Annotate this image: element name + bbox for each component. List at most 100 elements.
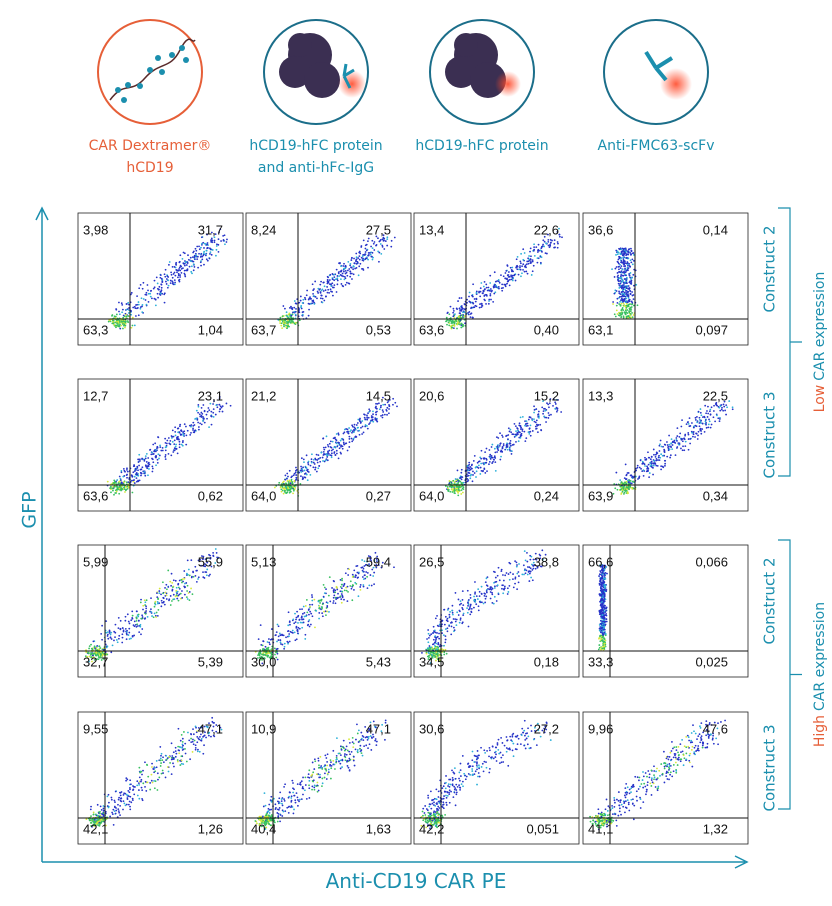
event-dot (509, 447, 511, 449)
event-dot (177, 431, 179, 433)
event-dot (443, 609, 445, 611)
event-dot (497, 584, 499, 586)
event-dot (446, 619, 448, 621)
event-dot (664, 451, 666, 453)
event-dot (168, 264, 170, 266)
event-dot (626, 487, 628, 489)
event-dot (628, 472, 630, 474)
quadrant-percent: 0,24 (534, 488, 559, 503)
event-dot (433, 639, 435, 641)
event-dot (301, 627, 303, 629)
event-dot (323, 596, 325, 598)
event-dot (483, 463, 485, 465)
event-dot (311, 604, 313, 606)
event-dot (458, 315, 460, 317)
event-dot (681, 419, 683, 421)
event-dot (148, 468, 150, 470)
event-dot (294, 613, 296, 615)
event-dot (699, 419, 701, 421)
event-dot (360, 589, 362, 591)
event-dot (160, 450, 162, 452)
event-dot (321, 599, 323, 601)
event-dot (93, 640, 95, 642)
event-dot (498, 567, 500, 569)
event-dot (199, 248, 201, 250)
event-dot (166, 598, 168, 600)
event-dot (489, 457, 491, 459)
event-dot (154, 613, 156, 615)
event-dot (357, 257, 359, 259)
event-dot (336, 446, 338, 448)
event-dot (459, 622, 461, 624)
event-dot (197, 404, 199, 406)
event-dot (668, 435, 670, 437)
event-dot (426, 638, 428, 640)
event-dot (361, 268, 363, 270)
event-dot (157, 288, 159, 290)
event-dot (679, 433, 681, 435)
event-dot (121, 304, 123, 306)
event-dot (363, 578, 365, 580)
event-dot (459, 308, 461, 310)
event-dot (151, 452, 153, 454)
event-dot (628, 304, 630, 306)
event-dot (128, 621, 130, 623)
event-dot (289, 470, 291, 472)
event-dot (505, 278, 507, 280)
event-dot (174, 431, 176, 433)
event-dot (659, 457, 661, 459)
event-dot (262, 640, 264, 642)
event-dot (454, 618, 456, 620)
event-dot (535, 422, 537, 424)
event-dot (473, 596, 475, 598)
event-dot (537, 249, 539, 251)
event-dot (153, 298, 155, 300)
event-dot (362, 258, 364, 260)
event-dot (511, 269, 513, 271)
event-dot (515, 280, 517, 282)
event-dot (303, 458, 305, 460)
event-dot (287, 643, 289, 645)
event-dot (428, 633, 430, 635)
event-dot (165, 592, 167, 594)
event-dot (386, 407, 388, 409)
event-dot (641, 470, 643, 472)
event-dot (162, 597, 164, 599)
event-dot (713, 410, 715, 412)
event-dot (357, 565, 359, 567)
event-dot (530, 261, 532, 263)
event-dot (622, 491, 624, 493)
event-dot (621, 309, 623, 311)
event-dot (184, 423, 186, 425)
event-dot (682, 438, 684, 440)
event-dot (494, 587, 496, 589)
event-dot (702, 416, 704, 418)
event-dot (210, 411, 212, 413)
event-dot (309, 606, 311, 608)
event-dot (218, 251, 220, 253)
event-dot (630, 248, 632, 250)
event-dot (705, 412, 707, 414)
event-dot (385, 409, 387, 411)
event-dot (195, 255, 197, 257)
event-dot (699, 425, 701, 427)
quadrant-percent: 55,9 (198, 554, 223, 569)
event-dot (308, 619, 310, 621)
event-dot (617, 302, 619, 304)
event-dot (190, 588, 192, 590)
event-dot (290, 480, 292, 482)
event-dot (331, 587, 333, 589)
event-dot (623, 295, 625, 297)
column-label: Anti-FMC63-scFv (598, 138, 715, 154)
event-dot (197, 267, 199, 269)
event-dot (509, 563, 511, 565)
event-dot (445, 649, 447, 651)
event-dot (719, 410, 721, 412)
event-dot (455, 621, 457, 623)
event-dot (215, 414, 217, 416)
event-dot (617, 313, 619, 315)
event-dot (287, 624, 289, 626)
event-dot (458, 614, 460, 616)
event-dot (698, 431, 700, 433)
event-dot (140, 618, 142, 620)
